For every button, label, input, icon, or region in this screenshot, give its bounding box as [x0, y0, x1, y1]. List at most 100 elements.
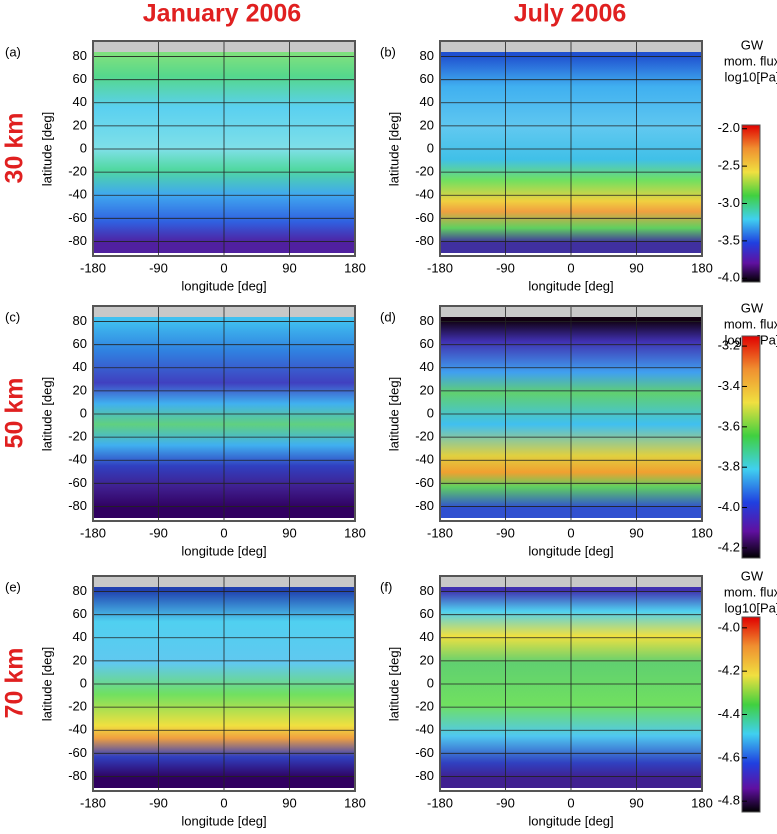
y-tick-label: -40 — [415, 452, 434, 467]
colorbar-tick-label: -4.0 — [718, 499, 740, 514]
frame — [92, 575, 356, 792]
y-tick-label: 20 — [420, 652, 434, 667]
y-tick-label: 20 — [73, 652, 87, 667]
y-tick-label: 0 — [427, 675, 434, 690]
colorbar — [741, 335, 761, 559]
y-axis-label: latitude [deg] — [39, 112, 54, 186]
x-tick-label: 0 — [567, 525, 574, 540]
column-title: July 2006 — [514, 0, 627, 28]
y-tick-label: -60 — [68, 475, 87, 490]
panel-label: (e) — [5, 579, 21, 594]
panel-label: (c) — [5, 309, 20, 324]
colorbar-tick-label: -4.2 — [718, 663, 740, 678]
y-tick-label: 20 — [420, 382, 434, 397]
x-tick-label: 180 — [344, 525, 366, 540]
y-tick-label: -80 — [415, 498, 434, 513]
colorbar-tick-label: -2.0 — [718, 120, 740, 135]
y-tick-label: -20 — [68, 164, 87, 179]
colorbar-tick-label: -3.8 — [718, 459, 740, 474]
y-tick-label: 60 — [73, 71, 87, 86]
colorbar-title: GW — [741, 37, 764, 52]
y-tick-label: -80 — [68, 498, 87, 513]
y-tick-label: -20 — [415, 164, 434, 179]
y-axis-label: latitude [deg] — [386, 647, 401, 721]
y-axis-label: latitude [deg] — [386, 112, 401, 186]
x-tick-label: 0 — [567, 260, 574, 275]
y-tick-label: -80 — [415, 233, 434, 248]
y-tick-label: -20 — [415, 429, 434, 444]
x-axis-label: longitude [deg] — [181, 543, 266, 558]
x-tick-label: 180 — [344, 795, 366, 810]
y-tick-label: -40 — [415, 187, 434, 202]
y-tick-label: 20 — [73, 382, 87, 397]
frame — [439, 575, 703, 792]
y-tick-label: -60 — [68, 210, 87, 225]
panel-label: (b) — [380, 44, 396, 59]
colorbar-title: GW — [741, 568, 764, 583]
x-tick-label: 180 — [691, 260, 713, 275]
y-tick-label: -20 — [415, 699, 434, 714]
colorbar-tick-label: -3.0 — [718, 195, 740, 210]
x-axis-label: longitude [deg] — [528, 813, 613, 828]
y-tick-label: 80 — [420, 48, 434, 63]
y-axis-label: latitude [deg] — [386, 377, 401, 451]
y-tick-label: -80 — [68, 233, 87, 248]
y-tick-label: 20 — [420, 117, 434, 132]
colorbar-title: mom. flux — [724, 316, 777, 331]
y-tick-label: -60 — [415, 475, 434, 490]
x-tick-label: -180 — [80, 260, 106, 275]
y-tick-label: -80 — [68, 768, 87, 783]
y-tick-label: 0 — [80, 405, 87, 420]
y-tick-label: -40 — [68, 187, 87, 202]
y-tick-label: 0 — [80, 140, 87, 155]
y-tick-label: 40 — [73, 629, 87, 644]
y-tick-label: 40 — [420, 359, 434, 374]
x-tick-label: -180 — [427, 795, 453, 810]
x-tick-label: -180 — [80, 795, 106, 810]
colorbar-tick-label: -4.4 — [718, 706, 740, 721]
colorbar-title: mom. flux — [724, 53, 777, 68]
colorbar-tick-label: -4.2 — [718, 539, 740, 554]
y-tick-label: 40 — [420, 94, 434, 109]
y-tick-label: 40 — [420, 629, 434, 644]
y-tick-label: -40 — [68, 452, 87, 467]
x-tick-label: 0 — [220, 260, 227, 275]
colorbar-tick-label: -3.2 — [718, 338, 740, 353]
colorbar-tick-label: -4.0 — [718, 270, 740, 285]
y-tick-label: -40 — [68, 722, 87, 737]
colorbar-tick-label: -4.0 — [718, 619, 740, 634]
panel-label: (a) — [5, 44, 21, 59]
x-tick-label: 180 — [691, 795, 713, 810]
y-tick-label: -80 — [415, 768, 434, 783]
x-tick-label: 0 — [220, 795, 227, 810]
x-tick-label: 90 — [629, 795, 643, 810]
row-label: 30 km — [1, 113, 29, 184]
colorbar-title: GW — [741, 300, 764, 315]
y-tick-label: 60 — [420, 606, 434, 621]
y-tick-label: 40 — [73, 94, 87, 109]
y-tick-label: 80 — [73, 313, 87, 328]
colorbar-title: log10[Pa] — [725, 69, 777, 84]
x-axis-label: longitude [deg] — [528, 278, 613, 293]
colorbar-tick-label: -2.5 — [718, 158, 740, 173]
y-axis-label: latitude [deg] — [39, 647, 54, 721]
x-tick-label: -90 — [496, 525, 515, 540]
x-tick-label: -180 — [427, 525, 453, 540]
colorbar-title: mom. flux — [724, 584, 777, 599]
x-tick-label: 0 — [567, 795, 574, 810]
x-tick-label: -90 — [149, 260, 168, 275]
x-tick-label: 90 — [282, 260, 296, 275]
panel-label: (f) — [380, 579, 392, 594]
row-label: 50 km — [1, 378, 29, 449]
x-tick-label: 90 — [282, 525, 296, 540]
colorbar-tick-label: -3.4 — [718, 378, 740, 393]
x-axis-label: longitude [deg] — [181, 278, 266, 293]
y-tick-label: 60 — [420, 71, 434, 86]
y-tick-label: 0 — [427, 140, 434, 155]
x-tick-label: -90 — [496, 795, 515, 810]
x-axis-label: longitude [deg] — [528, 543, 613, 558]
y-tick-label: -60 — [415, 210, 434, 225]
x-tick-label: 180 — [691, 525, 713, 540]
y-tick-label: 20 — [73, 117, 87, 132]
